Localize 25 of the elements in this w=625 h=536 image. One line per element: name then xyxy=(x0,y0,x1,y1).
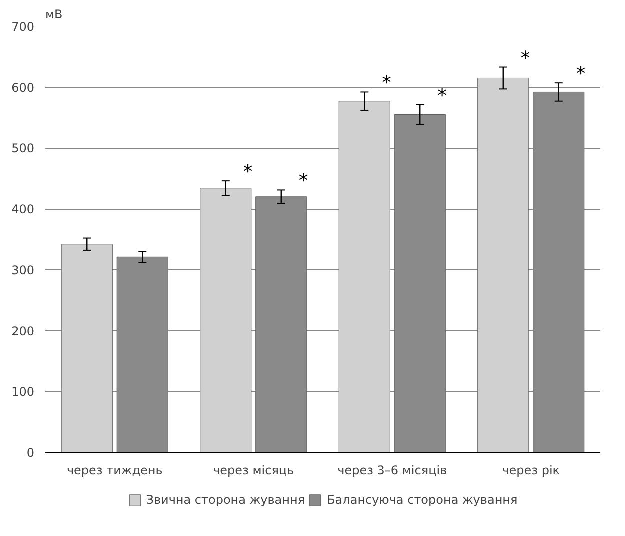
y-tick-label: 0 xyxy=(26,446,35,460)
y-tick-label: 100 xyxy=(12,385,34,400)
y-tick-label: 600 xyxy=(12,80,34,95)
y-tick-label: 500 xyxy=(12,142,34,156)
annotation: * xyxy=(576,64,586,86)
y-tick-label: 300 xyxy=(12,263,34,278)
y-tick-label: 200 xyxy=(12,324,34,338)
legend-label: Балансуюча сторона жування xyxy=(327,493,518,507)
legend-label: Звична сторона жування xyxy=(146,493,306,507)
annotation: * xyxy=(438,86,447,107)
y-axis-title: мВ xyxy=(46,8,63,22)
annotation: * xyxy=(298,171,308,192)
bar xyxy=(61,244,113,452)
bar xyxy=(338,101,390,452)
y-tick-label: 400 xyxy=(12,202,34,217)
x-tick-label: через рік xyxy=(502,464,560,478)
bar xyxy=(200,188,252,452)
y-tick-label: 700 xyxy=(12,20,34,34)
annotation: * xyxy=(382,73,392,94)
x-tick-label: через місяць xyxy=(213,464,294,478)
annotation: * xyxy=(243,162,253,184)
bar xyxy=(478,78,530,452)
x-tick-label: через тиждень xyxy=(66,464,163,478)
x-tick-label: через 3–6 місяців xyxy=(338,464,448,478)
annotation: * xyxy=(520,48,530,70)
